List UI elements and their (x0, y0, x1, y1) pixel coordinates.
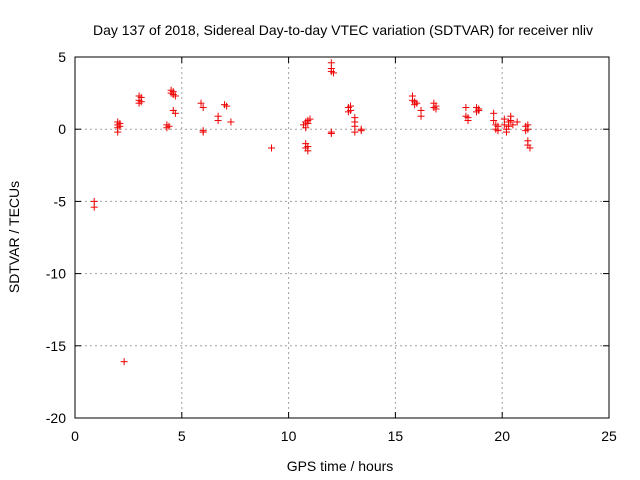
data-point (169, 88, 177, 96)
data-point (171, 92, 179, 100)
x-tick-label: 5 (178, 428, 186, 444)
data-point (432, 105, 440, 113)
data-point (413, 99, 421, 107)
data-point (214, 117, 222, 125)
data-point (464, 114, 472, 122)
x-axis-label: GPS time / hours (287, 458, 394, 474)
data-point (524, 125, 532, 133)
y-axis-label: SDTVAR / TECUs (6, 181, 22, 293)
data-point (351, 128, 359, 136)
data-point (513, 118, 521, 126)
grid-lines (75, 57, 609, 418)
data-point (494, 127, 502, 135)
y-tick-label: 0 (58, 121, 66, 137)
data-point (199, 128, 207, 136)
data-point (304, 119, 312, 127)
y-tick-label: -15 (46, 338, 66, 354)
data-point (171, 109, 179, 117)
data-point (327, 130, 335, 138)
data-point (302, 124, 310, 132)
axis-ticks: 0 5 10 15 20 25 -20 -15 -10 -5 0 5 (46, 49, 617, 444)
data-point (502, 128, 510, 136)
x-tick-label: 20 (494, 428, 510, 444)
chart-title: Day 137 of 2018, Sidereal Day-to-day VTE… (93, 22, 593, 38)
data-point (329, 69, 337, 77)
data-point (304, 147, 312, 155)
x-tick-label: 0 (71, 428, 79, 444)
data-point (227, 118, 235, 126)
y-tick-label: -5 (54, 193, 67, 209)
x-tick-label: 10 (281, 428, 297, 444)
x-tick-label: 25 (601, 428, 617, 444)
data-point (526, 144, 534, 152)
data-point (417, 112, 425, 120)
data-point (114, 128, 122, 136)
data-point (165, 122, 173, 130)
y-tick-label: -10 (46, 266, 66, 282)
y-tick-label: 5 (58, 49, 66, 65)
plot-frame (74, 56, 610, 419)
data-point (268, 144, 276, 152)
data-point (90, 203, 98, 211)
data-point (197, 99, 205, 107)
data-points (90, 59, 534, 366)
data-point (462, 104, 470, 112)
y-tick-label: -20 (46, 410, 66, 426)
data-point (500, 121, 508, 129)
data-point (507, 117, 515, 125)
data-point (490, 109, 498, 117)
data-point (357, 127, 365, 135)
data-point (505, 122, 513, 130)
data-point (347, 106, 355, 114)
data-point (490, 117, 498, 125)
data-point (116, 122, 124, 130)
data-point (120, 358, 128, 366)
data-point (199, 104, 207, 112)
data-point (509, 121, 517, 129)
data-point (223, 102, 231, 110)
data-point (306, 115, 314, 123)
x-tick-label: 15 (388, 428, 404, 444)
data-point (475, 106, 483, 114)
data-point (137, 98, 145, 106)
